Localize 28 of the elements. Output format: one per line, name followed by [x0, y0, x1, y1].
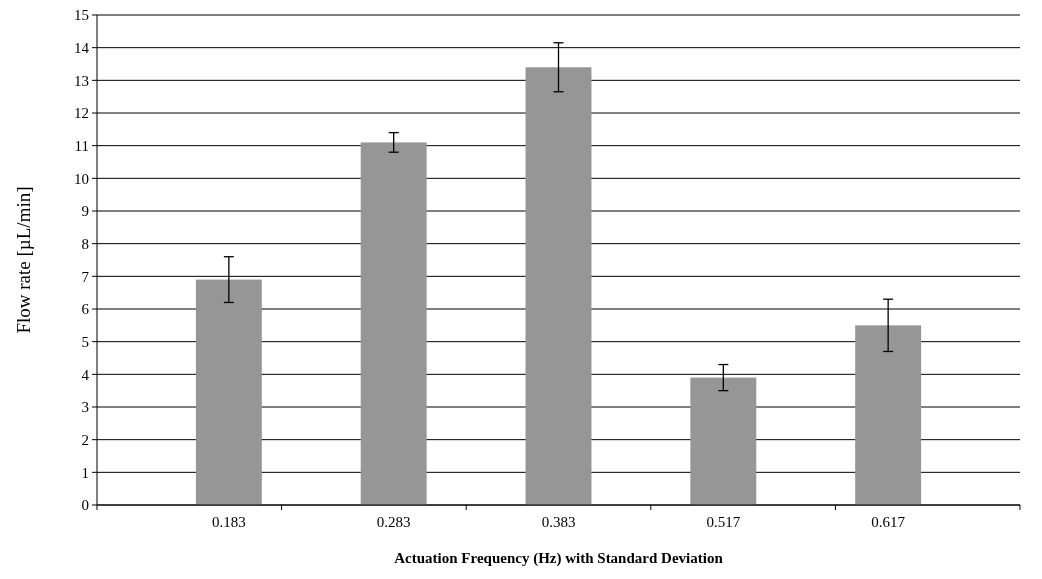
y-tick-label: 8: [81, 235, 89, 252]
y-tick-label: 3: [81, 399, 89, 416]
bar: [195, 279, 262, 505]
y-tick-label: 15: [74, 7, 89, 24]
y-tick-label: 6: [81, 301, 90, 318]
y-tick-label: 7: [81, 268, 90, 285]
x-tick-label: 0.383: [541, 514, 576, 530]
y-tick-label: 1: [81, 464, 89, 481]
bar: [690, 377, 757, 505]
y-tick-label: 9: [81, 203, 89, 220]
y-tick-label: 13: [74, 72, 89, 89]
x-tick-label: 0.283: [376, 514, 411, 530]
y-tick-label: 11: [74, 137, 89, 154]
bar: [855, 325, 922, 505]
x-tick-label: 0.617: [871, 514, 906, 530]
y-tick-label: 0: [81, 497, 89, 514]
y-tick-label: 14: [74, 39, 90, 56]
bar: [360, 142, 427, 505]
y-tick-label: 2: [81, 431, 89, 448]
bar: [525, 67, 592, 505]
x-axis-title: Actuation Frequency (Hz) with Standard Deviation: [394, 550, 724, 567]
y-tick-label: 12: [74, 105, 89, 122]
y-tick-label: 4: [81, 366, 90, 383]
x-tick-label: 0.517: [706, 514, 741, 530]
y-axis-title: Flow rate [µL/min]: [13, 186, 34, 334]
y-tick-label: 5: [81, 333, 89, 350]
y-tick-label: 10: [74, 170, 89, 187]
x-tick-label: 0.183: [211, 514, 246, 530]
